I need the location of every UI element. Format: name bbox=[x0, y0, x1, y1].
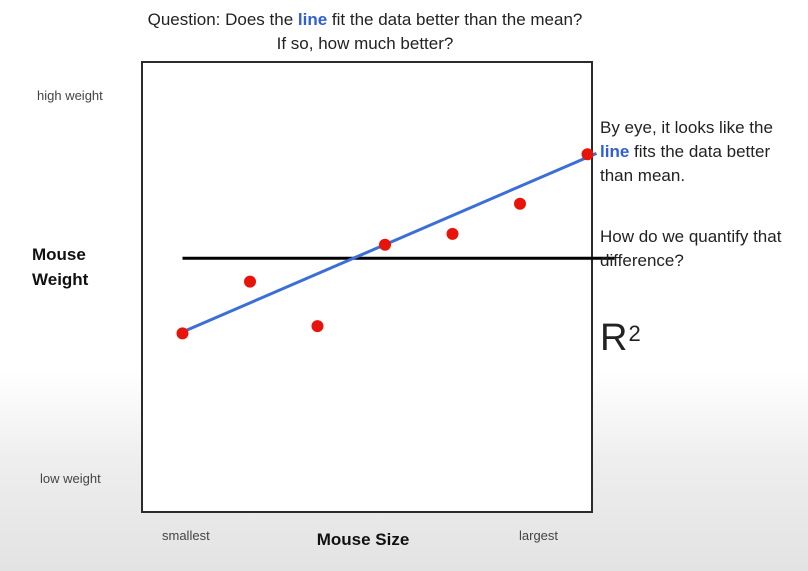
question-line-1: Question: Does the line fit the data bet… bbox=[0, 8, 730, 32]
question-text: Question: Does the line fit the data bet… bbox=[0, 8, 730, 56]
y-tick-high: high weight bbox=[37, 88, 103, 103]
question-line-2: If so, how much better? bbox=[276, 34, 454, 53]
y-axis-title-word-1: Mouse bbox=[32, 245, 86, 264]
data-point bbox=[311, 320, 324, 333]
question-prefix: Question: Does the bbox=[147, 10, 298, 29]
side-note-1-highlight: line bbox=[600, 142, 630, 161]
x-tick-smallest: smallest bbox=[162, 528, 210, 543]
question-highlight-line: line bbox=[297, 10, 328, 29]
side-note-2: How do we quantify that difference? bbox=[600, 227, 782, 270]
x-tick-largest: largest bbox=[519, 528, 559, 543]
data-point bbox=[379, 238, 391, 251]
plot-frame bbox=[141, 61, 593, 513]
y-tick-low: low weight bbox=[40, 471, 101, 486]
r-squared-base: R bbox=[600, 317, 628, 359]
r-squared-superscript: 2 bbox=[628, 321, 641, 346]
x-axis-title: Mouse Size bbox=[316, 530, 410, 549]
side-note-1-prefix: By eye, it looks like the bbox=[600, 118, 773, 137]
side-note-1-suffix: fits the data better than mean. bbox=[600, 142, 771, 185]
question-suffix: fit the data better than the mean? bbox=[327, 10, 583, 29]
data-point bbox=[514, 197, 526, 210]
r-squared-label: R2 bbox=[600, 316, 641, 360]
y-axis-title-word-2: Weight bbox=[32, 270, 89, 289]
data-point bbox=[581, 148, 594, 161]
data-point bbox=[244, 275, 256, 288]
data-point bbox=[446, 227, 459, 240]
plot-marks bbox=[176, 148, 615, 340]
data-point bbox=[176, 327, 189, 340]
side-note-1: By eye, it looks like the line fits the … bbox=[600, 116, 805, 188]
y-axis-title: Mouse Weight bbox=[32, 242, 88, 292]
